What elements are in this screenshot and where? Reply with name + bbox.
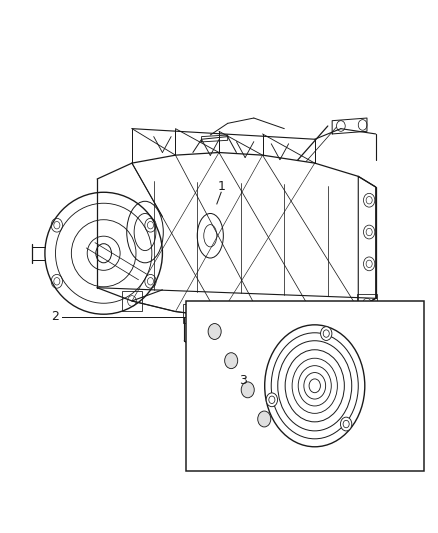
Text: 3: 3 bbox=[239, 374, 247, 387]
Circle shape bbox=[258, 411, 271, 427]
Text: 2: 2 bbox=[51, 310, 59, 324]
Circle shape bbox=[225, 353, 238, 369]
Bar bbox=[244, 309, 263, 328]
Text: 1: 1 bbox=[217, 180, 225, 193]
Bar bbox=[184, 304, 202, 322]
Bar bbox=[186, 301, 424, 471]
Bar bbox=[122, 292, 141, 311]
Circle shape bbox=[208, 324, 221, 340]
Circle shape bbox=[340, 417, 352, 431]
Circle shape bbox=[241, 382, 254, 398]
Bar bbox=[305, 306, 324, 325]
Circle shape bbox=[321, 327, 332, 341]
Circle shape bbox=[266, 393, 278, 407]
Bar bbox=[357, 294, 377, 313]
